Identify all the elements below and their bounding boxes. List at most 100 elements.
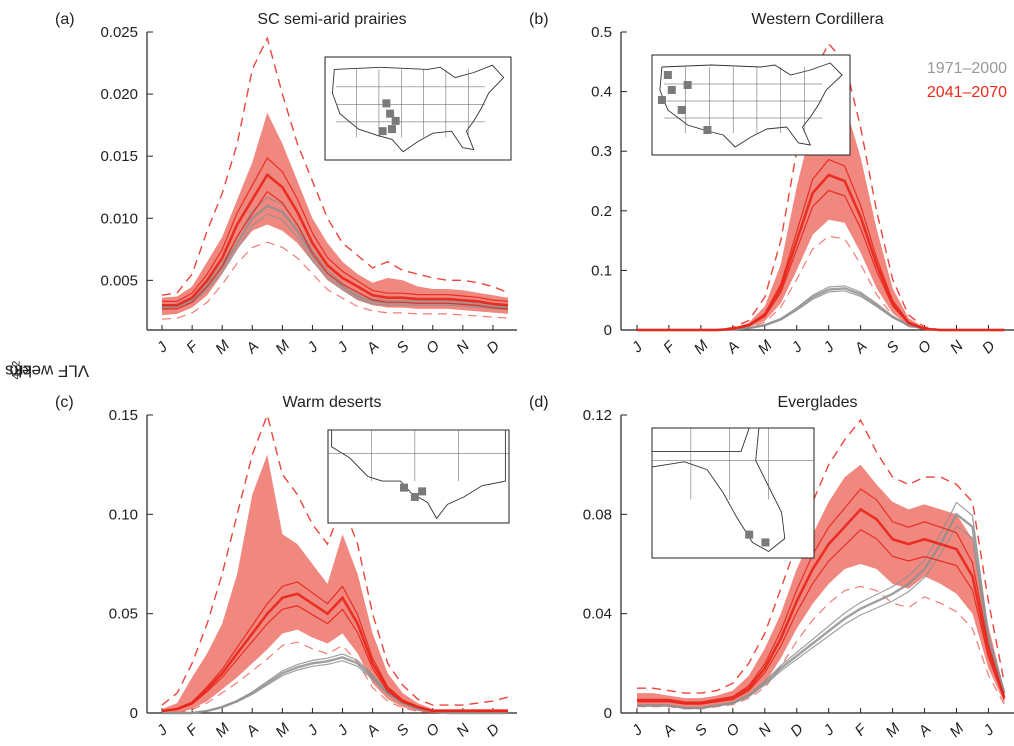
future-max-dashed-line [161,412,509,706]
future-min-dashed-line [637,585,1005,710]
x-tick-label: M [691,337,712,358]
future-range-band [162,454,508,713]
panel-title: Western Cordillera [751,11,883,28]
future-min-dashed-line [162,641,508,714]
x-tick-label: M [272,720,293,741]
inset-frame [651,427,815,559]
region-cell [418,487,427,496]
region-cell [677,106,686,114]
x-tick-label: J [334,338,352,356]
y-tick-label: 0.3 [591,143,612,160]
future-range-band [637,91,1005,330]
panel-letter: (d) [529,394,549,411]
historical-series-line [161,196,509,307]
x-tick-label: N [947,337,967,357]
x-tick-label: D [979,337,999,357]
y-tick-label: 0 [604,322,612,339]
x-tick-label: A [659,721,679,741]
x-tick-label: M [212,720,233,741]
region-cell [386,109,395,118]
y-tick-label: 0.2 [591,203,612,220]
legend-item: 1971–2000 [927,60,1007,77]
y-tick-label: 0.4 [591,84,612,101]
x-tick-label: A [242,721,262,741]
panel-letter: (a) [55,11,75,28]
x-tick-label: D [483,720,503,740]
legend-item: 2041–2070 [927,84,1007,101]
x-tick-label: D [787,720,807,740]
y-tick-label: 0.12 [583,407,612,424]
region-cell [378,127,387,136]
historical-series-line [637,290,1005,331]
inset-frame [651,54,851,156]
y-tick-label: 0.08 [583,506,612,523]
x-tick-label: O [423,720,444,741]
x-tick-label: O [723,720,744,741]
region-cell [400,483,409,492]
x-tick-label: S [393,721,412,740]
future-series-line [162,157,509,302]
x-tick-label: S [692,721,711,740]
region-cell [387,125,396,134]
region-cell [657,96,666,104]
x-tick-label: J [628,338,646,356]
y-tick-label: 0.05 [109,606,138,623]
region-cell [683,81,692,89]
y-tick-label: 0.10 [109,506,138,523]
x-tick-label: J [153,721,171,739]
x-tick-label: N [453,720,473,740]
inset-map [651,427,815,559]
x-tick-label: J [628,721,646,739]
future-series-line [637,507,1006,705]
future-min-dashed-line [637,235,1005,331]
region-cell [391,116,400,125]
historical-series-line [161,213,509,311]
y-tick-label: 0 [130,705,138,722]
y-tick-label: 0.010 [100,210,138,227]
y-tick-label: 0.15 [109,407,138,424]
x-tick-label: F [183,338,202,357]
panel-title: SC semi-arid prairies [257,11,406,28]
x-tick-label: A [363,721,383,741]
y-tick-label: 0 [604,705,612,722]
panel-letter: (b) [529,11,549,28]
y-tick-label: 0.04 [583,606,612,623]
y-tick-label: 0.005 [100,272,138,289]
y-tick-label: 0.5 [591,24,612,41]
y-tick-label: 0.1 [591,262,612,279]
x-tick-label: M [755,337,776,358]
x-tick-label: S [393,338,412,357]
x-tick-label: J [153,338,171,356]
inset-map [327,429,510,524]
map-outline [331,64,505,153]
x-tick-label: J [303,338,321,356]
region-cell [703,126,712,134]
x-tick-label: F [183,721,202,740]
x-tick-label: J [979,721,997,739]
future-max-dashed-line [637,418,1006,694]
x-tick-label: J [820,338,838,356]
region-cell [745,530,754,539]
historical-series-line [637,287,1005,332]
inset-frame [327,429,510,524]
region-cell [761,538,770,547]
x-tick-label: J [303,721,321,739]
future-series-line [161,581,508,712]
x-tick-label: A [242,338,262,358]
x-tick-label: F [852,721,871,740]
x-tick-label: D [483,337,503,357]
y-tick-label: 0.015 [100,148,138,165]
future-series-line [162,172,509,307]
future-series-line [162,190,509,310]
map-outline [651,427,786,553]
x-tick-label: J [334,721,352,739]
inset-map [651,54,851,156]
x-tick-label: N [453,337,473,357]
panel-letter: (c) [55,394,74,411]
inset-frame [324,56,512,161]
y-tick-label: 0.020 [100,86,138,103]
historical-series-line [162,653,508,714]
